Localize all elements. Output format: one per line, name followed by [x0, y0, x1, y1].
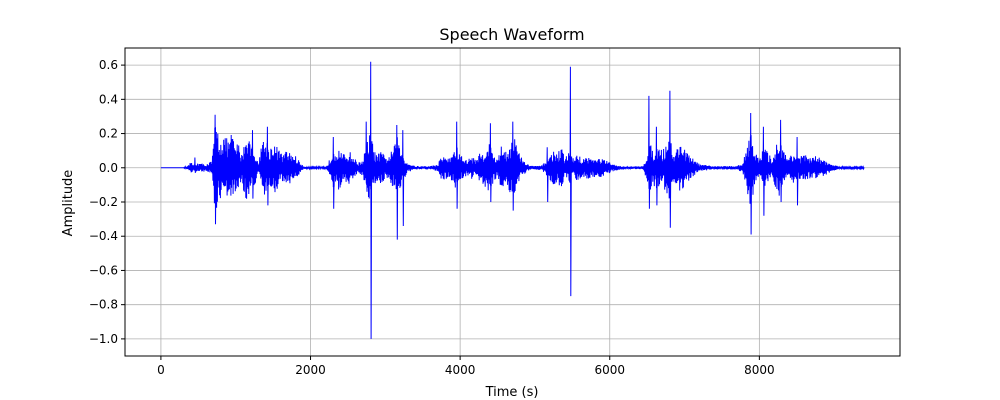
x-axis-ticks: 0 2000 4000 6000 8000 — [157, 356, 775, 377]
y-tick-label: 0.6 — [99, 58, 118, 72]
y-tick-label: −0.6 — [89, 263, 118, 277]
chart-title: Speech Waveform — [439, 25, 584, 44]
y-tick-label: −1.0 — [89, 332, 118, 346]
x-axis-label: Time (s) — [485, 385, 539, 400]
y-tick-label: 0.0 — [99, 161, 118, 175]
x-tick-label: 0 — [157, 363, 165, 377]
y-tick-label: 0.4 — [99, 92, 118, 106]
y-tick-label: −0.8 — [89, 298, 118, 312]
x-tick-label: 4000 — [445, 363, 476, 377]
y-axis-label: Amplitude — [61, 170, 76, 237]
x-tick-label: 6000 — [594, 363, 625, 377]
y-axis-ticks: −1.0 −0.8 −0.6 −0.4 −0.2 0.0 0.2 0.4 0.6 — [89, 58, 125, 346]
y-tick-label: −0.2 — [89, 195, 118, 209]
waveform-series-line — [160, 61, 865, 339]
x-tick-label: 2000 — [295, 363, 326, 377]
y-tick-label: −0.4 — [89, 229, 118, 243]
x-tick-label: 8000 — [744, 363, 775, 377]
y-tick-label: 0.2 — [99, 127, 118, 141]
